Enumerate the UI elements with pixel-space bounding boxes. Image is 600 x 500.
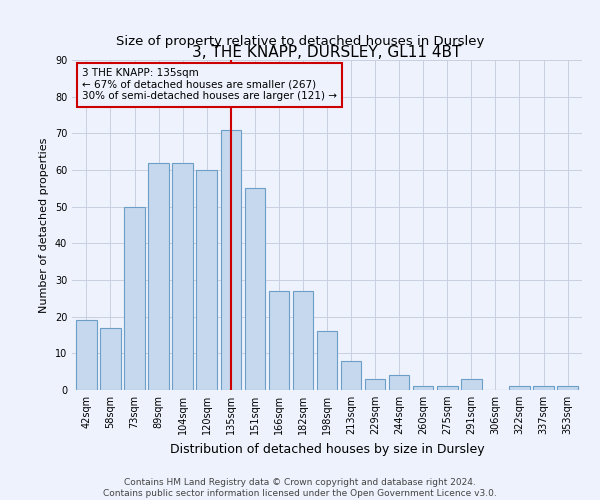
Text: 3 THE KNAPP: 135sqm
← 67% of detached houses are smaller (267)
30% of semi-detac: 3 THE KNAPP: 135sqm ← 67% of detached ho… (82, 68, 337, 102)
Bar (389, 376, 409, 390)
Bar (557, 386, 578, 390)
Bar (124, 206, 145, 390)
Bar (437, 386, 458, 390)
Bar (172, 162, 193, 390)
Bar (196, 170, 217, 390)
Bar (317, 332, 337, 390)
Bar (365, 379, 385, 390)
Bar (148, 162, 169, 390)
Bar (221, 130, 241, 390)
Bar (293, 291, 313, 390)
Title: 3, THE KNAPP, DURSLEY, GL11 4BT: 3, THE KNAPP, DURSLEY, GL11 4BT (193, 45, 461, 60)
Text: Size of property relative to detached houses in Dursley: Size of property relative to detached ho… (116, 34, 484, 48)
Bar (269, 291, 289, 390)
X-axis label: Distribution of detached houses by size in Dursley: Distribution of detached houses by size … (170, 442, 484, 456)
Bar (341, 360, 361, 390)
Y-axis label: Number of detached properties: Number of detached properties (39, 138, 49, 312)
Bar (76, 320, 97, 390)
Text: Contains HM Land Registry data © Crown copyright and database right 2024.
Contai: Contains HM Land Registry data © Crown c… (103, 478, 497, 498)
Bar (100, 328, 121, 390)
Bar (413, 386, 433, 390)
Bar (461, 379, 482, 390)
Bar (509, 386, 530, 390)
Bar (533, 386, 554, 390)
Bar (245, 188, 265, 390)
